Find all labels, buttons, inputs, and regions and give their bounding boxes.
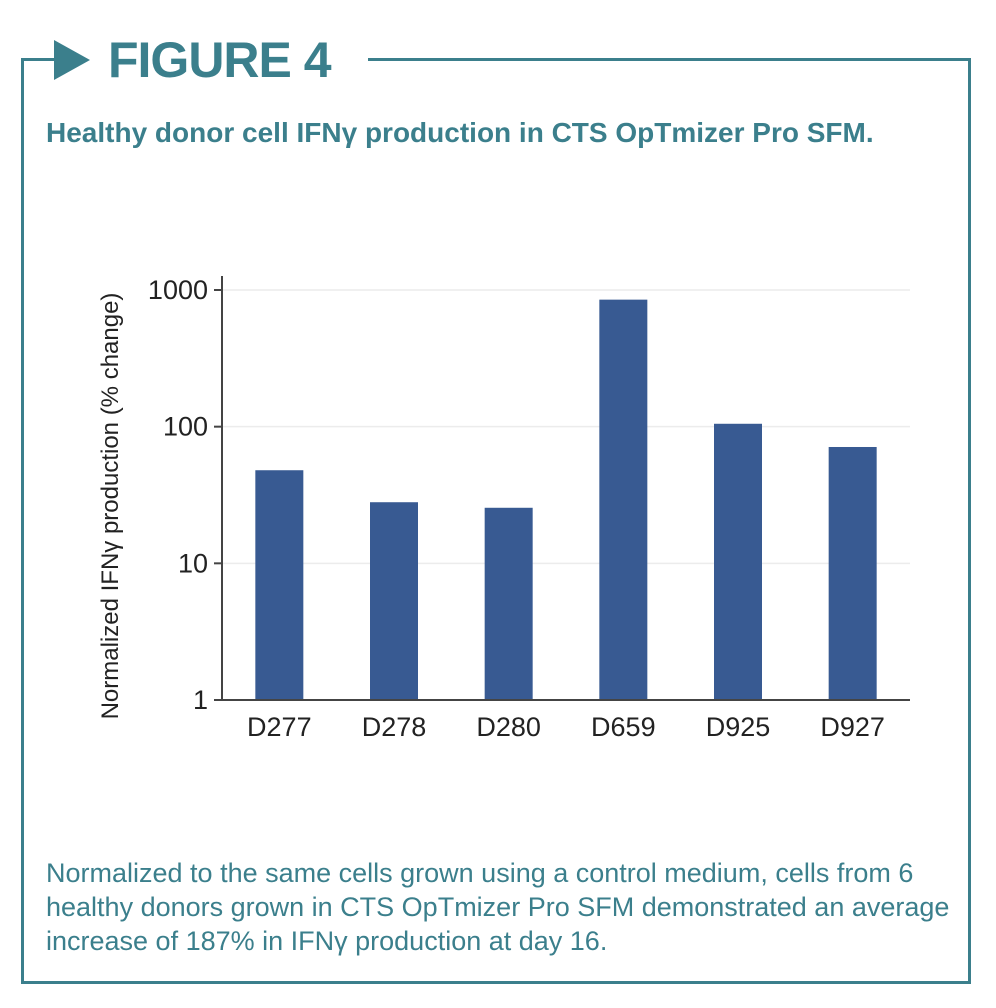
bar-d927 [828,446,877,700]
bar-d278 [370,502,418,700]
y-tick-label: 100 [163,412,208,442]
x-tick-label: D925 [706,712,771,742]
bar-d925 [714,423,762,700]
bar-d277 [255,470,304,700]
y-axis-label: Normalized IFNγ production (% change) [97,293,124,720]
x-tick-label: D927 [820,712,885,742]
x-tick-label: D659 [591,712,656,742]
x-tick-label: D280 [476,712,541,742]
chart-title: Healthy donor cell IFNγ production in CT… [46,117,874,148]
axes [214,276,910,701]
x-tick-labels: D277 D278 D280 D659 D925 D927 [247,712,885,742]
y-tick-labels: 1 10 100 1000 [148,275,208,715]
figure-frame [21,58,971,984]
x-tick-label: D277 [247,712,312,742]
y-tick-label: 1 [193,685,208,715]
figure-label: FIGURE 4 [108,32,332,88]
grid-lines [222,289,910,565]
figure-caption: Normalized to the same cells grown using… [46,858,950,956]
frame-top-right [368,58,971,61]
bar-d659 [599,299,648,700]
arrow-right-icon [54,40,90,80]
x-tick-label: D278 [362,712,427,742]
bar-d280 [484,507,533,700]
y-tick-label: 1000 [148,275,208,305]
frame-top-left [21,58,67,61]
y-tick-label: 10 [178,548,208,578]
bars [255,299,877,700]
